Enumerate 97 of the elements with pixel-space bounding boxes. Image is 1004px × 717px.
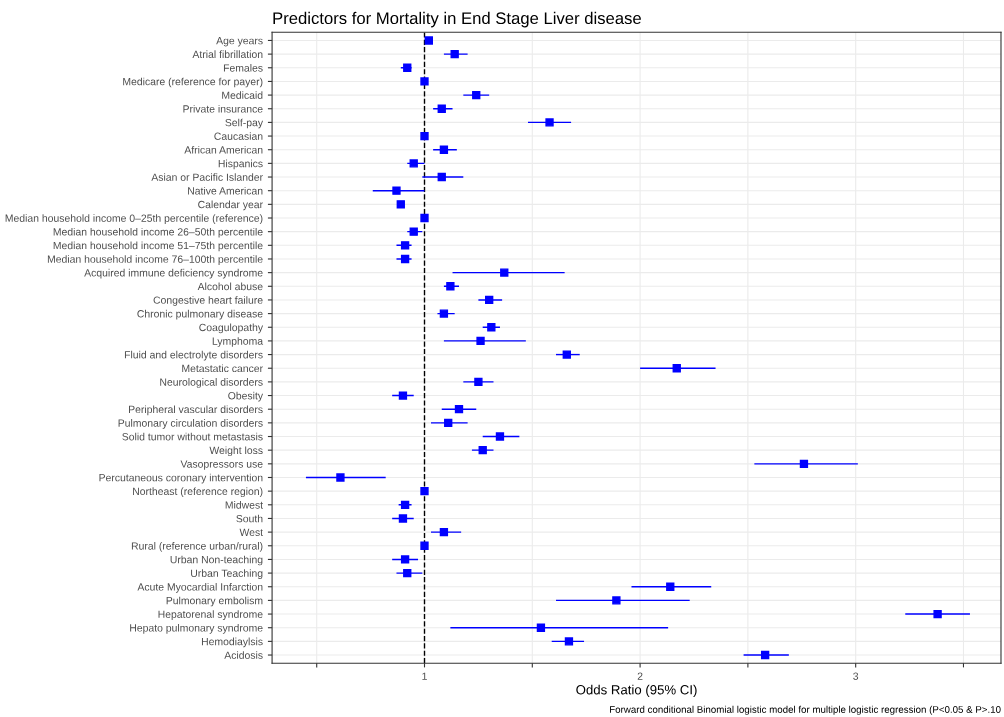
point [446,282,455,291]
point [396,200,405,209]
point [439,309,449,318]
y-tick-label: Acute Myocardial Infarction [137,582,263,593]
y-tick-label: Hemodiaylsis [201,637,263,648]
point [933,609,942,619]
x-tick-label: 2 [637,672,643,680]
point [450,49,459,59]
y-tick-label: African American [184,145,263,154]
point [536,623,546,632]
y-tick-label: Median household income 26–50th percentile [53,227,263,238]
point [403,568,412,578]
y-tick-label: Hepatorenal syndrome [158,610,263,620]
point [400,254,410,264]
x-tick-label: 3 [853,672,859,680]
point [474,377,483,387]
point [392,186,401,195]
y-tick-label: Asian or Pacific Islander [151,173,263,181]
y-tick-label: Neurological disorders [160,378,263,388]
point [439,145,449,154]
y-tick-label: Median household income 51–75th percentile [53,241,263,252]
y-tick-label: Medicaid [222,91,263,99]
point [472,90,481,100]
point [760,650,770,660]
point [409,159,418,168]
point [409,227,418,236]
y-tick-label: Urban Teaching [191,569,263,580]
point [672,364,681,373]
y-tick-label: Urban Non-teaching [170,555,263,566]
y-tick-label: Coagulopathy [199,323,264,334]
y-tick-label: Weight loss [209,446,263,457]
point [420,541,429,550]
point [437,172,446,182]
y-tick-label: Peripheral vascular disorders [129,405,263,416]
y-tick-label: Solid tumor without metastasis [122,432,263,441]
point [454,405,464,414]
y-tick-label: Private insurance [183,104,263,113]
y-tick-label: Acidosis [224,651,263,659]
point [500,268,509,277]
y-tick-label: Calendar year [198,200,263,211]
y-tick-label: Midwest [225,501,263,509]
y-tick-label: Fluid and electrolyte disorders [124,350,263,361]
point [478,446,487,455]
point [666,582,675,591]
point [400,241,410,250]
y-tick-label: Congestive heart failure [153,296,263,306]
point [487,323,496,332]
y-tick-label: Acquired immune deficiency syndrome [84,268,263,279]
y-tick-label: Medicare (reference for payer) [123,77,263,88]
point [564,637,574,646]
y-tick-label: Chronic pulmonary disease [137,309,263,320]
y-tick-label: Pulmonary embolism [166,596,263,607]
y-tick-label: Lymphoma [212,337,264,347]
point [420,131,429,141]
y-tick-label: Self-pay [225,118,264,129]
point [398,391,408,400]
point [444,418,453,428]
point [545,118,554,127]
y-tick-label: Alcohol abuse [197,282,263,291]
y-tick-label: Native American [188,186,263,195]
point [424,36,433,45]
y-tick-label: Hepato pulmonary syndrome [130,623,263,634]
y-tick-label: Median household income 0–25th percentile (reference) [5,214,263,224]
point [398,514,408,523]
y-tick-label: Caucasian [214,132,263,140]
point [476,336,485,346]
y-tick-label: South [236,514,263,523]
y-tick-label: Rural (reference urban/rural) [131,542,263,552]
y-tick-label: Females [223,64,263,72]
point [799,459,809,468]
x-axis-title: Odds Ratio (95% CI) [576,684,697,698]
point [420,213,429,223]
point [495,432,505,441]
y-tick-label: Hispanics [218,159,263,170]
y-tick-label: West [239,528,263,536]
y-tick-label: Age years [216,37,263,47]
y-tick-label: Pulmonary circulation disorders [118,419,263,429]
y-tick-label: Northeast (reference region) [133,487,263,498]
y-tick-label: Atrial fibrillation [192,50,263,58]
point [336,473,345,482]
point [400,500,410,509]
point [562,350,571,359]
y-tick-label: Median household income 76–100th percentile [47,255,263,265]
point [439,527,449,537]
point [437,104,446,113]
text: Forward conditional Binomial logistic model for multiple logistic regression (P<0.05 & P>.10 [610,705,1001,715]
y-tick-label: Percutaneous coronary intervention [99,473,263,484]
point [400,555,410,564]
point [612,596,621,605]
x-tick-label: 1 [422,672,427,680]
point [485,295,494,305]
y-tick-label: Vasopressors use [180,460,263,470]
y-tick-label: Metastatic cancer [182,364,263,373]
chart-title: Predictors for Mortality in End Stage Liver disease [273,11,641,28]
y-tick-label: Obesity [228,391,264,402]
point [420,486,429,496]
point [403,63,412,72]
